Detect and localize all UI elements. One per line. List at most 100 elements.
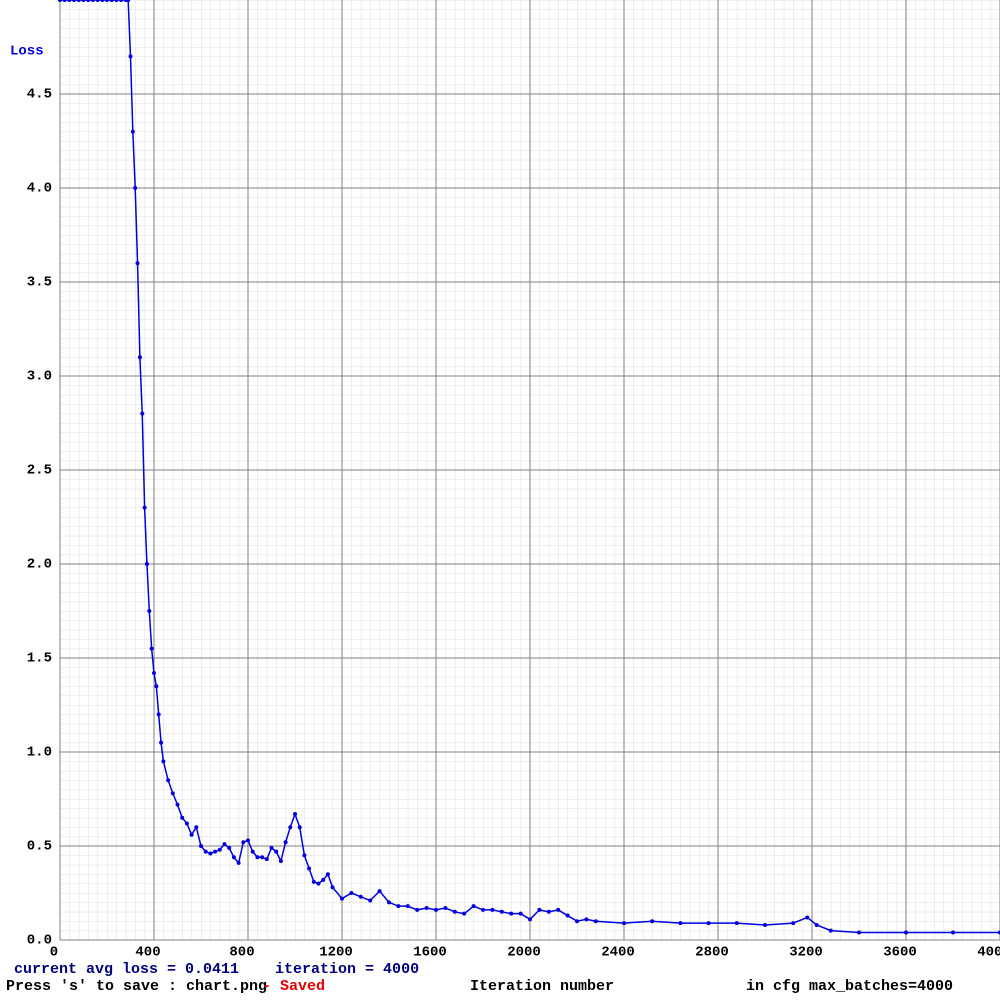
loss-point — [222, 842, 227, 847]
y-tick-label: 4.5 — [27, 87, 52, 103]
loss-point — [81, 0, 86, 2]
loss-point — [241, 840, 246, 845]
loss-point — [330, 885, 335, 890]
loss-point — [76, 0, 81, 2]
loss-point — [706, 921, 711, 926]
loss-point — [227, 845, 232, 850]
loss-point — [650, 919, 655, 924]
loss-point — [471, 904, 476, 909]
loss-point — [274, 849, 279, 854]
loss-point — [152, 671, 156, 676]
loss-point — [154, 684, 159, 689]
loss-point — [509, 911, 514, 916]
loss-point — [255, 855, 260, 860]
loss-point — [481, 907, 485, 912]
loss-point — [358, 894, 363, 899]
loss-point — [340, 896, 344, 901]
x-tick-label: 3600 — [883, 945, 917, 961]
loss-point — [424, 906, 429, 911]
loss-point — [72, 0, 77, 2]
y-tick-label: 1.0 — [27, 745, 52, 761]
loss-point — [135, 261, 140, 266]
loss-point — [368, 898, 373, 903]
loss-point — [170, 791, 175, 796]
x-tick-label: 0 — [50, 945, 58, 961]
y-tick-label: 3.5 — [27, 275, 52, 291]
loss-point — [490, 907, 495, 912]
loss-point — [128, 54, 133, 59]
loss-point — [622, 921, 626, 926]
loss-point — [537, 907, 542, 912]
loss-point — [415, 907, 420, 912]
loss-point — [199, 844, 203, 848]
loss-point — [231, 855, 236, 860]
loss-point — [217, 847, 222, 852]
loss-point — [159, 740, 164, 745]
loss-point — [95, 0, 100, 2]
loss-point — [307, 866, 312, 871]
loss-point — [119, 0, 124, 2]
loss-point — [349, 891, 354, 895]
y-tick-label: 2.5 — [27, 463, 52, 479]
loss-point — [434, 907, 438, 912]
x-axis-label: Iteration number — [470, 978, 614, 995]
loss-point — [283, 840, 288, 845]
x-tick-label: 800 — [229, 945, 254, 961]
loss-point — [377, 889, 382, 894]
loss-point — [203, 849, 208, 854]
loss-point — [144, 562, 149, 566]
loss-point — [316, 881, 321, 886]
loss-point — [264, 857, 269, 862]
grid: 0.0 0.5 1.0 1.5 2.0 2.5 3.0 3.5 4.0 4.5 0 400 800 120… — [27, 0, 1000, 961]
loss-point — [62, 0, 67, 2]
loss-point — [133, 186, 138, 190]
loss-point — [109, 0, 114, 2]
loss-point — [734, 921, 739, 926]
save-state: - Saved — [262, 978, 325, 995]
loss-point — [184, 821, 189, 826]
loss-point — [462, 911, 467, 916]
y-axis-label: Loss — [10, 44, 44, 60]
loss-point — [269, 845, 274, 850]
loss-point — [147, 609, 152, 613]
loss-point — [805, 915, 810, 920]
x-tick-label: 1600 — [413, 945, 447, 961]
loss-point — [90, 0, 95, 2]
loss-point — [593, 919, 598, 924]
plot — [58, 0, 1000, 935]
save-hint: Press 's' to save : chart.png — [6, 978, 267, 995]
loss-point — [114, 0, 119, 2]
loss-point — [175, 802, 180, 807]
loss-point — [311, 879, 316, 884]
x-tick-label: 2800 — [695, 945, 729, 961]
x-tick-label: 2000 — [507, 945, 541, 961]
loss-point — [130, 129, 135, 134]
x-tick-label: 400 — [135, 945, 160, 961]
loss-point — [149, 646, 154, 651]
x-tick-label: 3200 — [789, 945, 823, 961]
loss-point — [180, 815, 185, 820]
loss-point — [142, 505, 147, 510]
loss-point — [278, 859, 283, 864]
loss-point — [814, 922, 819, 927]
loss-point — [518, 911, 523, 916]
y-tick-label: 2.0 — [27, 557, 52, 573]
max-batches: in cfg max_batches=4000 — [746, 978, 953, 995]
loss-point — [584, 917, 589, 922]
loss-point — [396, 904, 401, 909]
loss-point — [452, 909, 457, 914]
loss-point — [58, 0, 62, 2]
loss-point — [387, 900, 391, 905]
y-tick-label: 0.5 — [27, 839, 52, 855]
loss-point — [791, 921, 796, 926]
loss-point — [246, 838, 250, 843]
loss-point — [208, 851, 213, 856]
loss-point — [140, 411, 145, 416]
loss-point — [951, 930, 955, 935]
loss-point — [156, 712, 161, 717]
loss-point — [86, 0, 91, 2]
loss-point — [302, 853, 307, 858]
loss-point — [405, 904, 410, 909]
loss-point — [126, 0, 131, 2]
y-tick-label: 1.5 — [27, 651, 52, 667]
